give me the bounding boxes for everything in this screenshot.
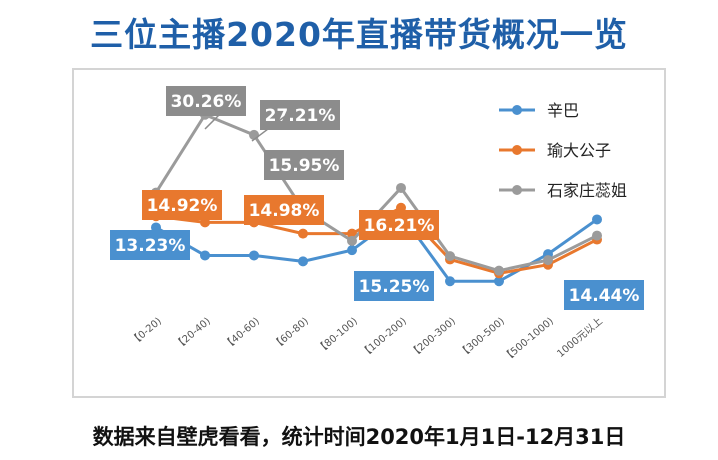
label-leader-line: [251, 101, 305, 142]
data-label-box: [110, 230, 190, 260]
data-label-box: [359, 210, 439, 240]
data-point: [494, 265, 504, 276]
data-label: 16.21%: [364, 216, 435, 236]
legend-label: 石家庄蕊姐: [547, 181, 627, 200]
data-point: [592, 230, 602, 241]
data-point: [445, 251, 455, 262]
line-chart: 【0-20) 【20-40) 【40-60) 【60-80) 【80-100) 【100-…: [110, 86, 644, 364]
data-label: 15.95%: [269, 156, 340, 176]
data-point: [298, 228, 308, 239]
data-label: 14.44%: [569, 286, 640, 306]
x-tick-label: 【500-1000): [501, 315, 556, 364]
data-label-box: [142, 190, 222, 220]
data-label-box: [564, 280, 644, 310]
x-tick-label: 【0-20): [128, 315, 164, 348]
x-tick-label: 【100-200): [359, 315, 409, 360]
data-point: [347, 235, 357, 246]
data-point: [445, 276, 455, 287]
data-label-box: [264, 150, 344, 180]
data-point: [347, 245, 357, 256]
x-tick-label: 1000元以上: [555, 315, 605, 360]
legend-marker: [512, 185, 522, 195]
data-label-box: [244, 195, 324, 225]
x-tick-label: 【300-500): [457, 315, 507, 360]
data-point: [592, 214, 602, 225]
x-tick-label: 【20-40): [172, 315, 213, 352]
series-line-2: [154, 113, 598, 273]
data-point: [151, 222, 161, 233]
x-tick-label: 【60-80): [270, 315, 311, 352]
data-label-box: [354, 271, 434, 301]
data-point: [543, 255, 553, 266]
legend-marker: [512, 105, 522, 115]
chart-frame: 【0-20) 【20-40) 【40-60) 【60-80) 【80-100) 【100-…: [72, 68, 666, 398]
data-label: 27.21%: [265, 106, 336, 126]
data-label: 15.25%: [359, 277, 430, 297]
data-point: [494, 276, 504, 287]
data-point: [200, 250, 210, 261]
data-point: [249, 250, 259, 261]
data-point: [298, 256, 308, 267]
legend-marker: [512, 145, 522, 155]
data-label-box: [166, 86, 246, 116]
legend-label: 辛巴: [547, 101, 579, 120]
x-tick-label: 【40-60): [221, 315, 262, 352]
x-tick-label: 【200-300): [408, 315, 458, 360]
data-point: [249, 129, 259, 140]
label-leader-line: [204, 109, 225, 130]
data-label: 30.26%: [171, 92, 242, 112]
data-point: [396, 182, 406, 193]
legend-label: 瑜大公子: [547, 141, 611, 160]
data-label: 14.92%: [147, 196, 218, 216]
x-tick-label: 【80-100): [314, 315, 360, 356]
data-label: 14.98%: [249, 201, 320, 221]
chart-title: 三位主播2020年直播带货概况一览: [90, 15, 628, 54]
source-note: 数据来自壁虎看看，统计时间2020年1月1日-12月31日: [92, 425, 626, 449]
data-label: 13.23%: [115, 236, 186, 256]
